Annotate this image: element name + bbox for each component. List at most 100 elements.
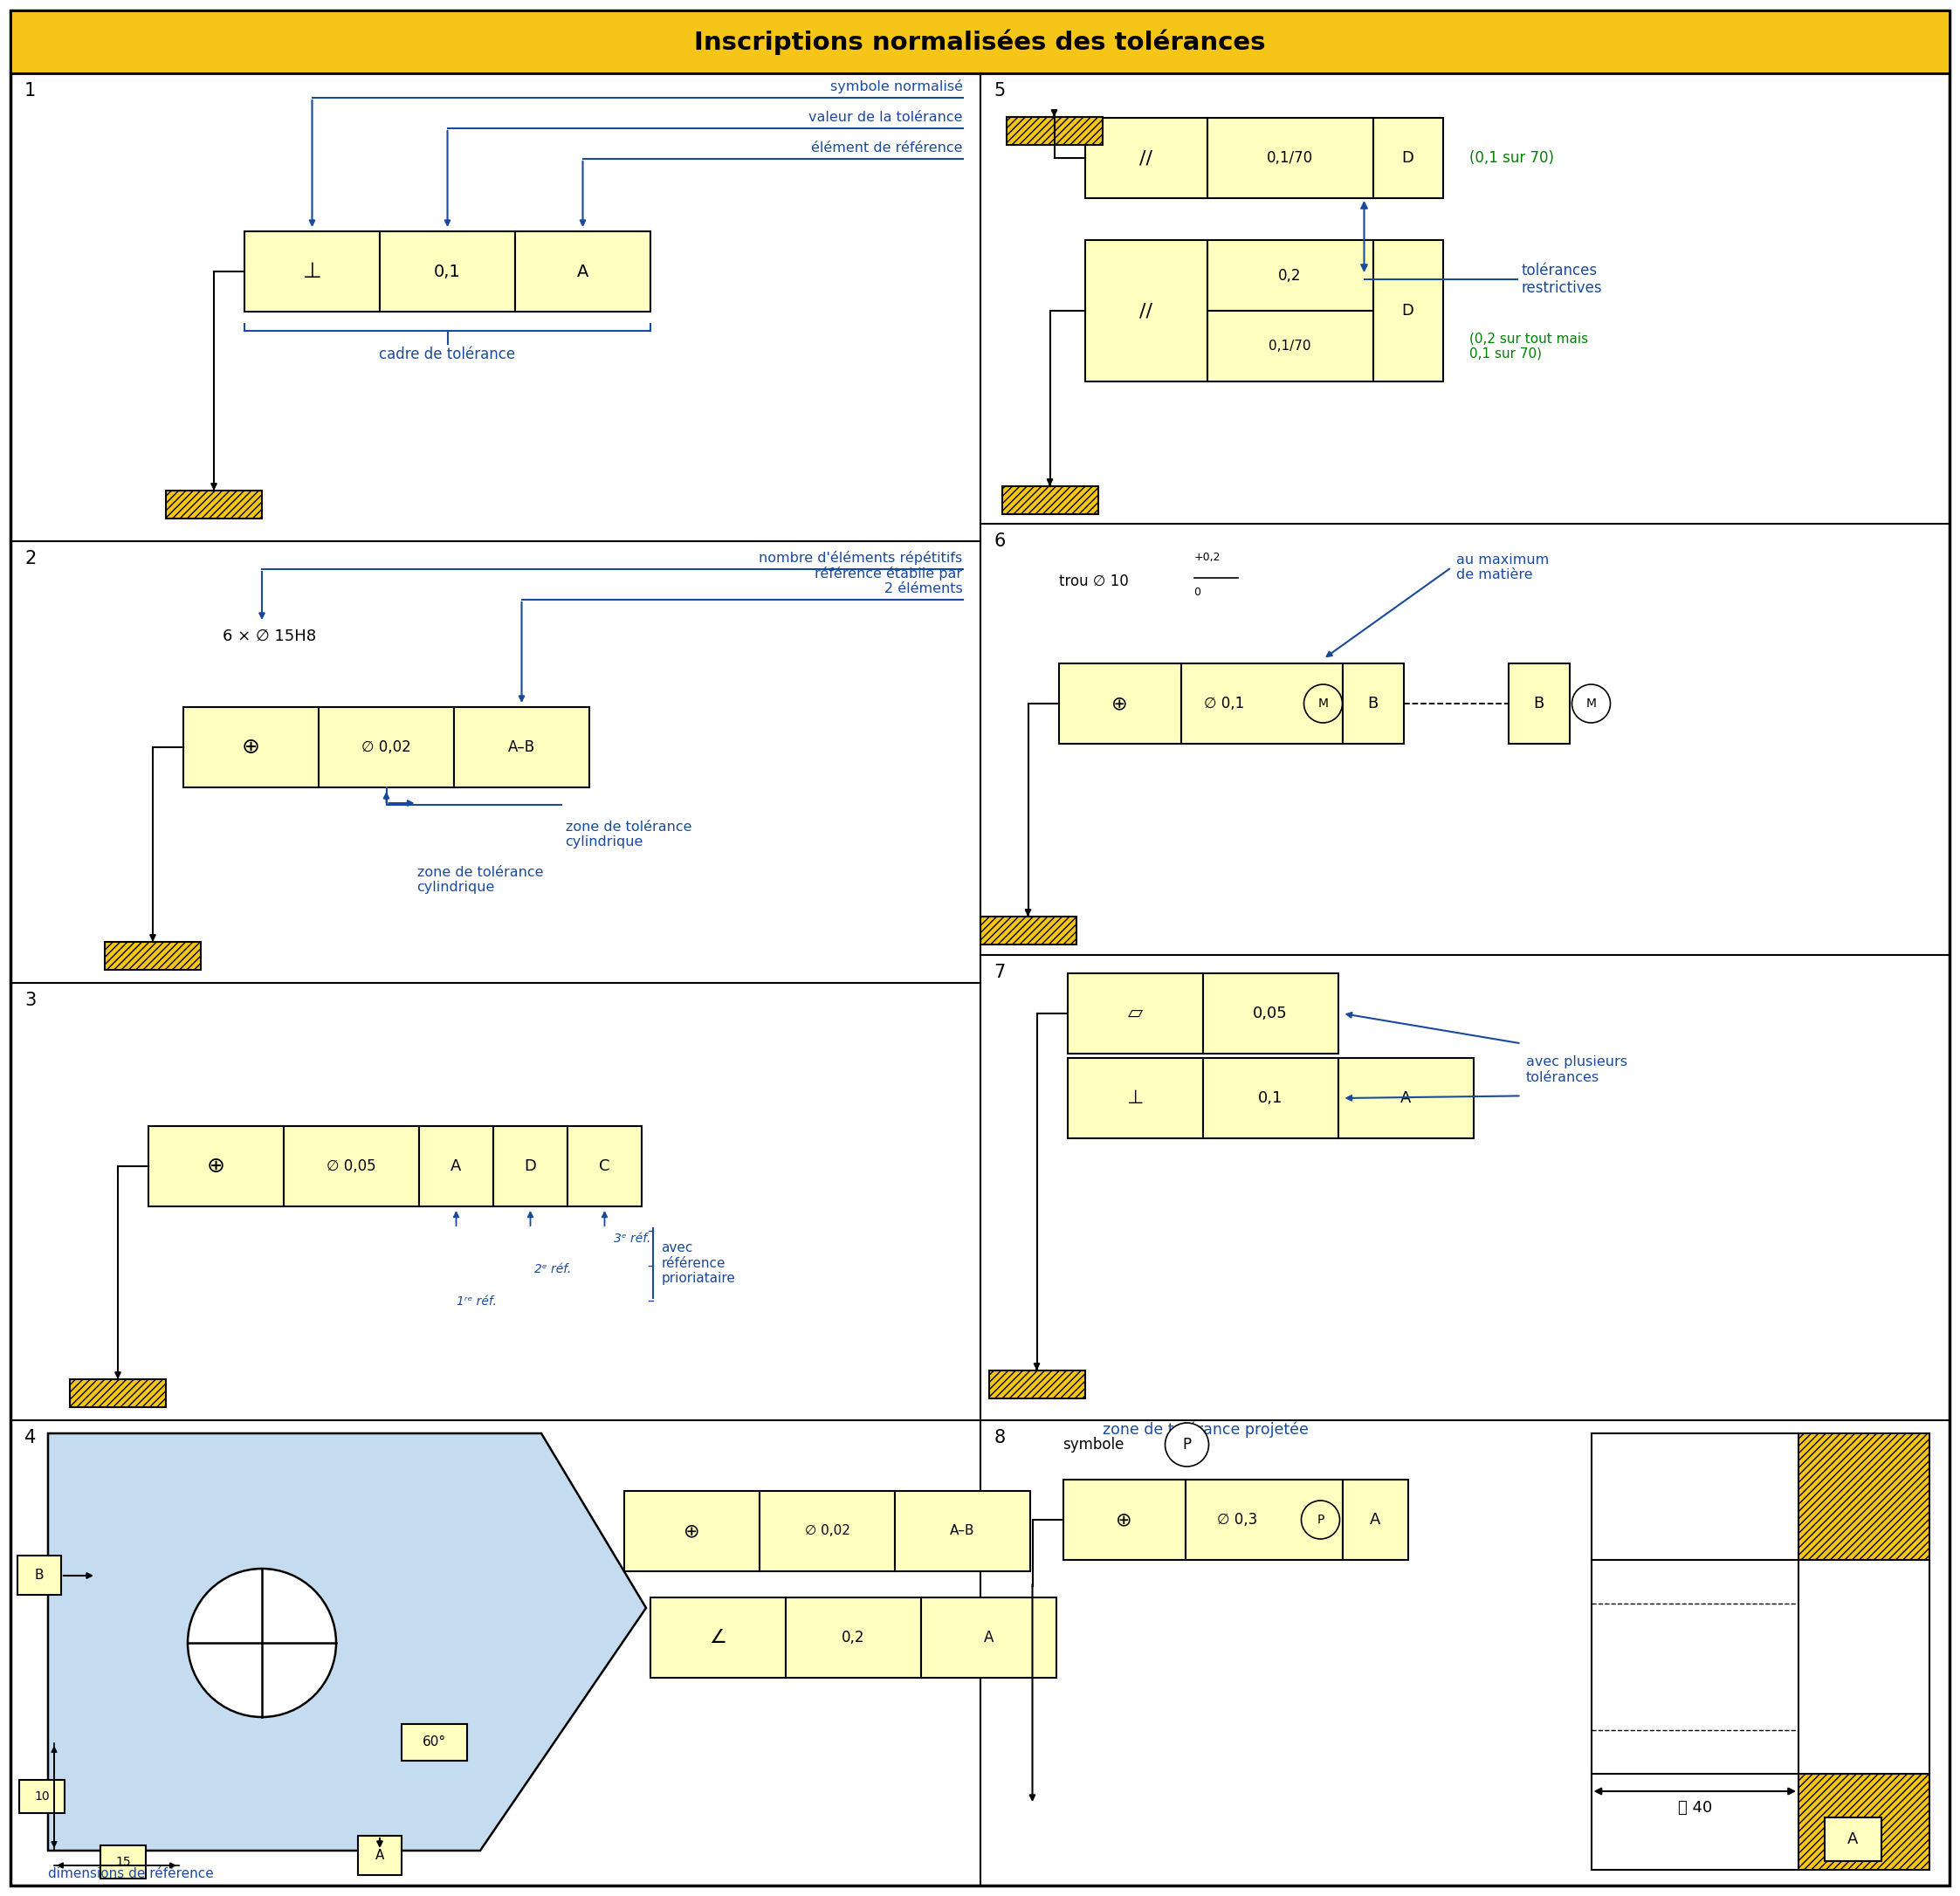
Bar xyxy=(284,1126,419,1206)
Text: A: A xyxy=(1370,1511,1380,1528)
Bar xyxy=(1084,241,1207,381)
Bar xyxy=(1002,485,1098,514)
Text: trou ∅ 10: trou ∅ 10 xyxy=(1058,573,1129,590)
Text: (0,2 sur tout mais
0,1 sur 70): (0,2 sur tout mais 0,1 sur 70) xyxy=(1468,332,1588,360)
Text: B: B xyxy=(1368,696,1378,711)
Text: ▱: ▱ xyxy=(1127,1005,1143,1022)
Text: 1ʳᵉ réf.: 1ʳᵉ réf. xyxy=(457,1295,496,1308)
Text: 60°: 60° xyxy=(423,1737,447,1748)
Text: Ⓟ 40: Ⓟ 40 xyxy=(1678,1799,1711,1816)
Text: 0,1: 0,1 xyxy=(433,264,461,281)
Text: tolérances
restrictives: tolérances restrictives xyxy=(1521,262,1601,296)
Bar xyxy=(651,1598,786,1678)
Text: symbole normalisé: symbole normalisé xyxy=(829,80,962,93)
Bar xyxy=(1372,118,1443,199)
Text: cadre de tolérance: cadre de tolérance xyxy=(380,347,515,362)
Text: avec plusieurs
tolérances: avec plusieurs tolérances xyxy=(1525,1056,1627,1085)
Bar xyxy=(1799,1775,1929,1869)
Text: 0,1/70: 0,1/70 xyxy=(1268,339,1311,353)
Text: ⊕: ⊕ xyxy=(1111,694,1127,713)
Bar xyxy=(1343,664,1403,743)
Bar xyxy=(100,1845,145,1879)
Bar xyxy=(1799,1560,1929,1775)
Circle shape xyxy=(1301,1500,1341,1540)
Text: 2ᵉ réf.: 2ᵉ réf. xyxy=(535,1263,572,1276)
Text: ⊕: ⊕ xyxy=(241,738,261,758)
Text: D: D xyxy=(1401,150,1413,165)
Text: (0,1 sur 70): (0,1 sur 70) xyxy=(1468,150,1554,165)
Text: 6: 6 xyxy=(994,533,1005,550)
Text: //: // xyxy=(1139,301,1152,320)
Text: M: M xyxy=(1586,698,1595,709)
Bar xyxy=(988,1371,1084,1399)
Text: B: B xyxy=(35,1568,43,1581)
Text: A–B: A–B xyxy=(951,1524,974,1538)
Text: 0,1: 0,1 xyxy=(1258,1090,1282,1105)
Text: ∠: ∠ xyxy=(710,1629,727,1646)
Bar xyxy=(1062,1479,1186,1560)
Text: au maximum
de matière: au maximum de matière xyxy=(1456,554,1548,582)
Circle shape xyxy=(1164,1422,1209,1466)
Bar xyxy=(1372,241,1443,381)
Text: ∅ 0,02: ∅ 0,02 xyxy=(804,1524,851,1538)
Polygon shape xyxy=(47,1433,647,1850)
Text: ⊥: ⊥ xyxy=(1127,1090,1143,1107)
Text: ⊕: ⊕ xyxy=(684,1522,700,1540)
Bar xyxy=(760,1490,896,1572)
Text: 3ᵉ réf.: 3ᵉ réf. xyxy=(613,1232,651,1246)
Text: 2: 2 xyxy=(24,550,35,567)
Bar xyxy=(359,1835,402,1875)
Text: C: C xyxy=(600,1158,610,1174)
Text: A: A xyxy=(984,1631,994,1646)
Text: 15: 15 xyxy=(116,1856,131,1868)
Bar xyxy=(1180,664,1343,743)
Bar xyxy=(1058,664,1180,743)
Text: M: M xyxy=(1317,698,1329,709)
Bar xyxy=(515,231,651,311)
Text: valeur de la tolérance: valeur de la tolérance xyxy=(808,110,962,123)
Text: zone de tolérance
cylindrique: zone de tolérance cylindrique xyxy=(417,866,543,895)
Text: 0,1/70: 0,1/70 xyxy=(1266,150,1313,165)
Bar xyxy=(623,1490,760,1572)
Text: symbole: symbole xyxy=(1062,1437,1125,1452)
Text: A–B: A–B xyxy=(508,739,535,755)
Bar xyxy=(1186,1479,1343,1560)
Bar xyxy=(455,707,590,787)
Bar xyxy=(402,1723,466,1761)
Bar xyxy=(1005,118,1102,144)
Text: ∅ 0,1: ∅ 0,1 xyxy=(1203,696,1245,711)
Text: P: P xyxy=(1182,1437,1192,1452)
Text: A: A xyxy=(451,1158,461,1174)
Bar xyxy=(568,1126,641,1206)
Text: ⊕: ⊕ xyxy=(1115,1511,1133,1528)
Bar xyxy=(1339,1058,1474,1138)
Text: A: A xyxy=(576,264,588,281)
Bar xyxy=(1825,1818,1882,1862)
Text: 1: 1 xyxy=(24,82,35,99)
Bar xyxy=(1203,973,1339,1054)
Bar xyxy=(1799,1433,1929,1560)
Bar xyxy=(1207,241,1372,311)
Bar xyxy=(18,1555,61,1595)
Bar xyxy=(71,1378,167,1407)
Text: +0,2: +0,2 xyxy=(1194,552,1221,563)
Bar xyxy=(1068,1058,1203,1138)
Text: ∅ 0,05: ∅ 0,05 xyxy=(327,1158,376,1174)
Circle shape xyxy=(1572,684,1611,722)
Text: dimensions de référence: dimensions de référence xyxy=(47,1868,214,1881)
Text: 8: 8 xyxy=(994,1430,1005,1447)
Bar xyxy=(1203,1058,1339,1138)
Text: zone de tolérance
cylindrique: zone de tolérance cylindrique xyxy=(564,821,692,849)
Text: ⊕: ⊕ xyxy=(208,1157,225,1177)
Text: avec
référence
prioriataire: avec référence prioriataire xyxy=(661,1242,735,1285)
Bar xyxy=(980,916,1076,944)
Text: ⊥: ⊥ xyxy=(302,262,321,283)
Bar xyxy=(494,1126,568,1206)
Text: D: D xyxy=(525,1158,537,1174)
Text: A: A xyxy=(374,1849,384,1862)
Text: ∅ 0,3: ∅ 0,3 xyxy=(1217,1511,1258,1528)
Text: A: A xyxy=(1848,1832,1858,1847)
Text: référence établie par
2 éléments: référence établie par 2 éléments xyxy=(815,567,962,595)
Text: nombre d'éléments répétitifs: nombre d'éléments répétitifs xyxy=(759,552,962,565)
Bar xyxy=(921,1598,1056,1678)
